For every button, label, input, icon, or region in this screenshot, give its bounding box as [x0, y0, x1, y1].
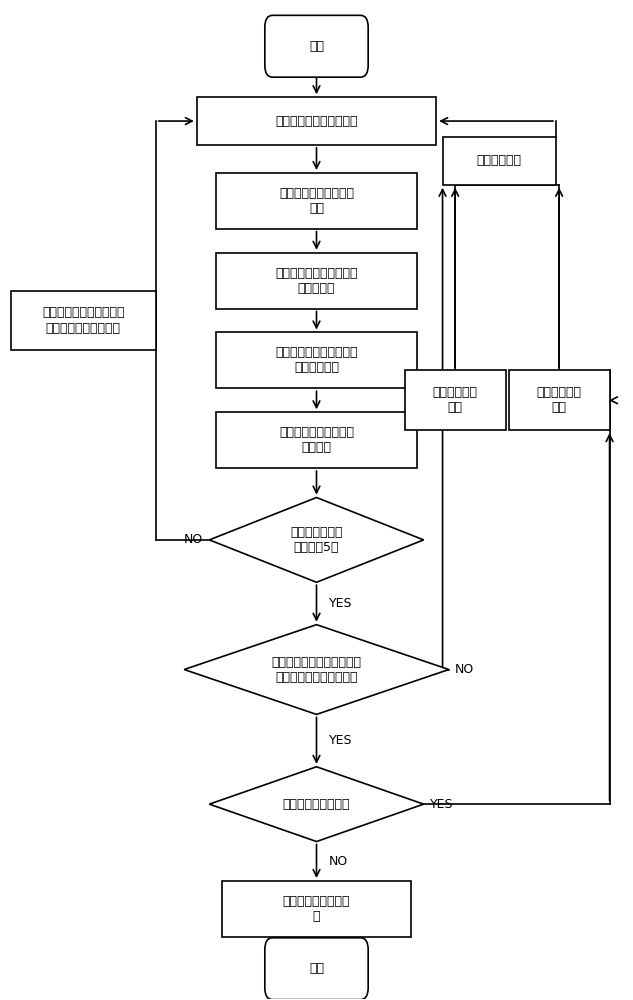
Text: YES: YES [329, 597, 353, 610]
Text: 清洗次数归零: 清洗次数归零 [477, 154, 522, 167]
Bar [216, 173, 417, 229]
Polygon shape [210, 498, 423, 582]
Text: 电压信号从温度传感器传
输到示波器: 电压信号从温度传感器传 输到示波器 [275, 267, 358, 295]
Text: 曲线表现为电压峏値从高点
下降，最后趋于平稳不变: 曲线表现为电压峏値从高点 下降，最后趋于平稳不变 [272, 656, 361, 684]
Bar [216, 412, 417, 468]
Polygon shape [210, 767, 423, 842]
Text: 开始: 开始 [309, 40, 324, 53]
Bar [222, 881, 411, 937]
FancyBboxPatch shape [265, 938, 368, 1000]
FancyBboxPatch shape [265, 15, 368, 77]
Text: 被清洗对象的表面温度
升高: 被清洗对象的表面温度 升高 [279, 187, 354, 215]
Bar [11, 291, 156, 350]
Text: 结束: 结束 [309, 962, 324, 975]
Text: NO: NO [184, 533, 203, 546]
Text: 上位机中记录下曲线的
电压峏値: 上位机中记录下曲线的 电压峏値 [279, 426, 354, 454]
Text: 减小激光器的
功率: 减小激光器的 功率 [537, 386, 582, 414]
Text: 表面被清洗次数
大于等于5次: 表面被清洗次数 大于等于5次 [291, 526, 342, 554]
Text: 激光清洗待清洗对象一次: 激光清洗待清洗对象一次 [275, 115, 358, 128]
Text: YES: YES [329, 734, 353, 747]
Text: 增大激光器的
功率: 增大激光器的 功率 [432, 386, 478, 414]
Text: 激光器参数、清洗方向和
清洗起始位置保持不变: 激光器参数、清洗方向和 清洗起始位置保持不变 [42, 306, 125, 334]
Bar [216, 332, 417, 388]
Text: 示波器中的电压变化曲线
传输给上位机: 示波器中的电压变化曲线 传输给上位机 [275, 346, 358, 374]
Text: YES: YES [430, 798, 453, 811]
Bar [509, 370, 610, 430]
Text: 被清洗表面已清洗干
净: 被清洗表面已清洗干 净 [283, 895, 350, 923]
Bar [197, 97, 436, 145]
Text: NO: NO [455, 663, 474, 676]
Bar [404, 370, 506, 430]
Bar [216, 253, 417, 309]
Bar [442, 137, 556, 185]
Polygon shape [184, 625, 449, 714]
Text: NO: NO [329, 855, 348, 868]
Text: 被清洗表面出现烧痕: 被清洗表面出现烧痕 [283, 798, 350, 811]
